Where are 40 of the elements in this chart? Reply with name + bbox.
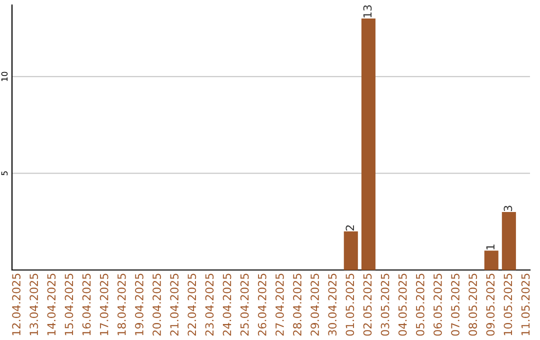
x-tick-label: 26.04.2025	[258, 274, 266, 336]
x-tick-label: 23.04.2025	[205, 274, 214, 336]
x-tick-label: 18.04.2025	[117, 274, 126, 336]
x-tick-label: 01.05.2025	[346, 274, 354, 336]
x-tick-label: 27.04.2025	[275, 274, 284, 336]
x-tick-label: 12.04.2025	[12, 274, 20, 336]
x-tick-label: 30.04.2025	[328, 274, 337, 336]
x-tick-label: 16.04.2025	[82, 274, 91, 336]
x-tick-label: 11.05.2025	[521, 274, 530, 336]
x-tick-label: 05.05.2025	[416, 274, 424, 336]
x-tick-label: 09.05.2025	[486, 274, 495, 336]
y-tick-label: 10	[1, 72, 8, 81]
data-label: 3	[504, 206, 512, 212]
x-tick-label: 15.04.2025	[64, 274, 74, 336]
x-tick-label: 14.04.2025	[47, 274, 56, 336]
x-tick-label: 08.05.2025	[468, 274, 478, 336]
x-tick-label: 28.04.2025	[293, 274, 302, 336]
data-label: 1	[486, 244, 494, 250]
x-tick-label: 19.04.2025	[135, 274, 144, 336]
x-tick-label: 10.05.2025	[504, 274, 512, 336]
bar	[361, 18, 376, 270]
x-tick-label: 07.05.2025	[451, 274, 460, 336]
x-tick-label: 13.04.2025	[30, 274, 38, 336]
x-tick-label: 22.04.2025	[188, 274, 196, 336]
bar	[484, 250, 498, 270]
data-label: 13	[363, 5, 372, 18]
bar	[502, 212, 516, 270]
data-label: 2	[346, 225, 354, 230]
x-tick-label: 17.04.2025	[100, 274, 108, 336]
x-tick-label: 03.05.2025	[380, 274, 390, 336]
x-tick-label: 21.04.2025	[170, 274, 179, 336]
x-tick-label: 04.05.2025	[398, 274, 407, 336]
x-tick-label: 02.05.2025	[363, 274, 372, 336]
x-tick-label: 24.04.2025	[222, 274, 232, 336]
x-tick-label: 20.04.2025	[152, 274, 161, 336]
x-tick-label: 29.04.2025	[310, 274, 319, 336]
x-tick-label: 06.05.2025	[434, 274, 442, 336]
y-tick-label: 5	[1, 171, 8, 176]
bar	[344, 231, 358, 270]
x-tick-label: 25.04.2025	[240, 274, 249, 336]
